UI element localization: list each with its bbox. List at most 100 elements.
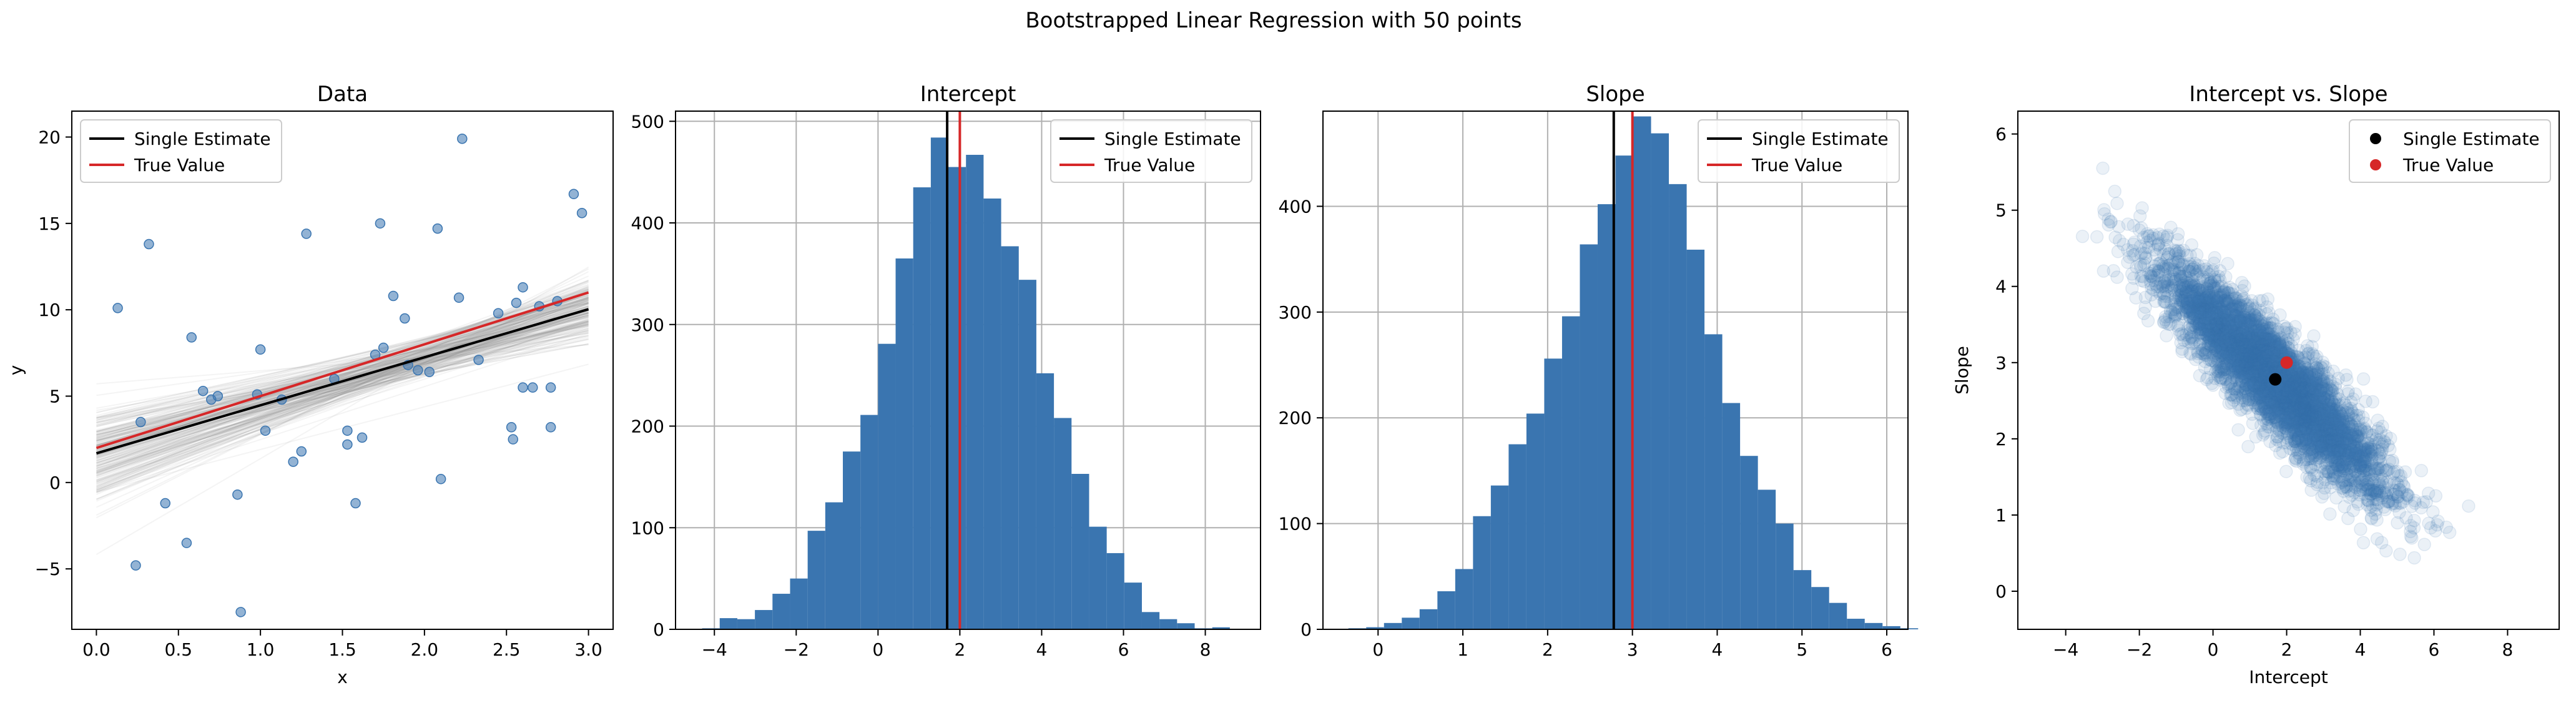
data-point [288,456,298,467]
bootstrap-line [96,312,589,459]
bootstrap-line [96,296,589,484]
bootstrap-point [2284,376,2298,390]
bootstrap-point [2205,312,2219,327]
histogram-bar [825,502,843,629]
bootstrap-line [96,281,589,473]
bootstrap-point [2462,499,2475,513]
bootstrap-line [96,307,589,451]
bootstrap-line [96,287,589,444]
bootstrap-point [2313,418,2327,432]
bootstrap-line [96,300,589,435]
bootstrap-line [96,309,589,471]
bootstrap-point [2405,531,2419,545]
histogram-bar [1018,280,1036,629]
data-point [545,422,556,433]
bootstrap-point [2107,263,2120,278]
bootstrap-line [96,302,589,426]
bootstrap-point [2257,318,2271,332]
bootstrap-point [2154,255,2168,270]
legend-label-single: Single Estimate [1752,129,1889,149]
single-estimate-line [96,308,589,455]
bootstrap-point [2301,428,2316,442]
histogram-bar [1793,570,1812,629]
histogram-bar [913,187,931,629]
histogram-bar [1212,627,1230,629]
histogram-bar [1776,523,1794,629]
histogram-bar [1882,626,1900,629]
bootstrap-point [2323,507,2337,521]
bootstrap-line [96,310,589,458]
bootstrap-point [2407,551,2421,565]
bootstrap-line [96,314,589,461]
data-point [130,560,141,571]
bootstrap-point [2279,321,2294,335]
bootstrap-point [2380,475,2394,489]
bootstrap-line [96,291,589,442]
bootstrap-point [2129,291,2143,305]
data-point [375,218,386,229]
y-tick-label: 10 [38,300,61,320]
bootstrap-point [2136,270,2150,283]
y-tick-label: 15 [38,214,61,234]
bootstrap-line [96,297,589,451]
bootstrap-point [2311,445,2324,459]
bootstrap-line [96,307,589,474]
bootstrap-line [96,317,589,432]
bootstrap-point [2291,350,2304,363]
legend-label-true: True Value [134,155,225,175]
bootstrap-line [96,331,589,446]
data-point [545,382,556,393]
bootstrap-line [96,285,589,508]
histogram-bar [1669,184,1687,629]
histogram-bar [1384,622,1402,629]
histogram-bar [966,154,984,629]
bootstrap-point [2274,398,2288,412]
bootstrap-line [96,293,589,464]
bootstrap-line [96,332,589,423]
bootstrap-line [96,320,589,450]
bootstrap-line [96,288,589,443]
bootstrap-line [96,279,589,488]
data-point [400,313,410,324]
bootstrap-line [96,311,589,433]
bootstrap-point [2329,433,2344,446]
y-tick-label: 300 [1279,302,1312,323]
bootstrap-line [96,312,589,459]
data-point [378,342,389,353]
bootstrap-line [96,335,589,433]
y-tick-label: 5 [49,386,61,407]
bootstrap-line [96,325,589,427]
x-tick-label: 1.0 [247,639,275,660]
bootstrap-line [96,318,589,483]
bootstrap-line [96,302,589,466]
bootstrap-line [96,315,589,436]
bootstrap-line [96,280,589,468]
bootstrap-line [96,318,589,493]
bootstrap-line [96,314,589,474]
histogram-bar [772,594,790,629]
bootstrap-point [2343,440,2357,454]
bootstrap-line [96,307,589,418]
histogram-bar [1900,628,1919,629]
bootstrap-point [2218,303,2233,318]
bootstrap-line [96,314,589,441]
bootstrap-point [2315,425,2329,438]
bootstrap-line [96,302,589,452]
bootstrap-line [96,320,589,476]
histogram-bar [1473,516,1491,629]
bootstrap-line [96,295,589,482]
axes-frame [1322,111,1909,630]
bootstrap-line [96,312,589,461]
data-point [212,391,224,401]
bootstrap-point [2359,451,2372,465]
histogram-bar [1847,619,1865,629]
bootstrap-line [96,363,589,493]
bootstrap-point [2238,279,2251,293]
histogram-bar [1651,133,1669,630]
data-point [457,134,468,144]
bootstrap-point [2340,373,2354,386]
data-point [160,498,171,509]
bootstrap-point [2175,342,2189,356]
